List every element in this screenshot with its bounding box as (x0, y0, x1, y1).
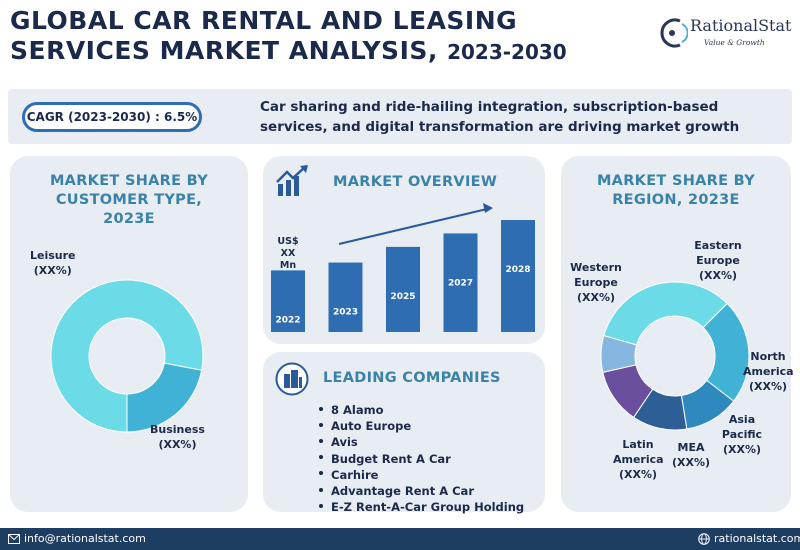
footer-website[interactable]: rationalstat.com (714, 532, 800, 545)
bullet-icon (319, 455, 323, 460)
bullet-icon (319, 503, 323, 508)
market-overview-bar-chart: 2022 2023 2025 2027 2028 (271, 203, 535, 332)
rationalstat-logo: RationalStat Value & Growth (658, 14, 794, 54)
trend-arrow-head (483, 203, 493, 213)
label-mea-value: (XX%) (671, 456, 711, 469)
title-line-2: SERVICES MARKET ANALYSIS, 2023-2030 (10, 36, 630, 67)
label-leisure: Leisure (XX%) (30, 248, 76, 278)
logo-name: RationalStat (690, 16, 792, 35)
label-north-america: North America (XX%) (743, 349, 794, 394)
bullet-icon (319, 438, 323, 443)
label-western-europe: Western Europe (XX%) (567, 260, 625, 305)
label-latin-america-name: Latin America (613, 438, 664, 466)
customer-type-title: MARKET SHARE BY CUSTOMER TYPE, 2023E (49, 173, 209, 227)
buildings-icon (275, 362, 309, 396)
donut-slice-leisure (50, 279, 204, 433)
title-line-1: GLOBAL CAR RENTAL AND LEASING (10, 6, 518, 35)
bar-2028 (501, 220, 535, 332)
bar-label-2022: 2022 (275, 315, 300, 325)
leading-companies-panel: LEADING COMPANIES 8 Alamo Auto Europe Av… (263, 352, 545, 515)
list-item: E-Z Rent-A-Car Group Holding (319, 499, 524, 515)
label-latin-america: Latin America (XX%) (613, 437, 664, 482)
trend-arrow-line (338, 208, 488, 245)
title-years: 2023-2030 (447, 40, 567, 64)
donut-slice-western-europe (603, 281, 728, 346)
label-business-name: Business (150, 423, 205, 436)
company-name: Auto Europe (331, 419, 412, 434)
region-title: MARKET SHARE BY REGION, 2023E (596, 173, 756, 208)
bar-2025 (386, 246, 420, 332)
page-title: GLOBAL CAR RENTAL AND LEASING SERVICES M… (10, 6, 630, 67)
company-name: Carhire (331, 467, 379, 482)
company-list: 8 Alamo Auto Europe Avis Budget Rent A C… (319, 402, 524, 515)
bar-label-2027: 2027 (448, 278, 473, 288)
label-north-america-value: (XX%) (748, 380, 788, 393)
bullet-icon (319, 422, 323, 427)
company-name: E-Z Rent-A-Car Group Holding (331, 500, 525, 515)
company-name: 8 Alamo (331, 403, 384, 417)
label-leisure-name: Leisure (30, 249, 76, 262)
list-item: Budget Rent A Car (319, 451, 524, 467)
label-north-america-name: North America (743, 350, 794, 378)
region-donut (600, 281, 750, 431)
label-business: Business (XX%) (150, 422, 205, 452)
bar-label-2028: 2028 (505, 265, 530, 275)
overview-unit-label: US$ XX Mn (277, 236, 299, 271)
region-panel: MARKET SHARE BY REGION, 2023E Western Eu… (561, 156, 794, 512)
label-mea: MEA (XX%) (669, 440, 713, 470)
donut-slice-business (126, 362, 203, 433)
bar-label-2025: 2025 (390, 292, 415, 302)
cagr-badge: CAGR (2023-2030) : 6.5% (22, 102, 202, 132)
label-western-europe-name: Western Europe (570, 261, 622, 289)
logo-tagline: Value & Growth (704, 38, 765, 47)
list-item: Carhire (319, 467, 524, 483)
growth-drivers-text: Car sharing and ride-hailing integration… (260, 99, 740, 135)
leading-companies-title: LEADING COMPANIES (323, 370, 501, 386)
list-item: 8 Alamo (319, 402, 524, 418)
footer-bar: info@rationalstat.com rationalstat.com (0, 528, 800, 550)
summary-banner: CAGR (2023-2030) : 6.5% Car sharing and … (8, 89, 792, 144)
bar-2022 (271, 270, 305, 332)
bar-2023 (328, 262, 363, 332)
label-asia-pacific-value: (XX%) (722, 443, 762, 456)
list-item: Avis (319, 434, 524, 450)
bullet-icon (319, 487, 323, 492)
globe-icon (698, 533, 710, 545)
label-business-value: (XX%) (158, 438, 197, 451)
customer-type-donut (50, 279, 204, 433)
donut-slice-latin-america (600, 334, 638, 373)
label-eastern-europe-value: (XX%) (698, 269, 738, 282)
label-western-europe-value: (XX%) (576, 291, 616, 304)
bar-2027 (443, 233, 478, 332)
label-asia-pacific-name: Asia Pacific (721, 413, 763, 441)
logo-mark-icon (660, 18, 688, 48)
footer-email[interactable]: info@rationalstat.com (24, 532, 146, 545)
list-item: Advantage Rent A Car (319, 483, 524, 499)
label-mea-name: MEA (677, 441, 705, 454)
company-name: Avis (331, 435, 358, 450)
title-line-2-text: SERVICES MARKET ANALYSIS, (10, 36, 438, 65)
company-name: Advantage Rent A Car (331, 484, 474, 499)
bullet-icon (319, 406, 323, 411)
bar-label-2023: 2023 (333, 308, 358, 318)
label-eastern-europe: Eastern Europe (XX%) (689, 238, 747, 283)
market-overview-title: MARKET OVERVIEW (333, 174, 498, 190)
list-item: Auto Europe (319, 418, 524, 434)
label-leisure-value: (XX%) (33, 264, 72, 277)
customer-type-panel: MARKET SHARE BY CUSTOMER TYPE, 2023E Lei… (10, 156, 248, 512)
email-icon (8, 534, 20, 544)
label-latin-america-value: (XX%) (618, 468, 658, 481)
label-asia-pacific: Asia Pacific (XX%) (719, 412, 765, 457)
market-overview-panel: MARKET OVERVIEW 2022 2023 2025 2027 2028 US$… (263, 156, 545, 344)
bullet-icon (319, 471, 323, 476)
label-eastern-europe-name: Eastern Europe (694, 239, 742, 267)
company-name: Budget Rent A Car (331, 451, 451, 466)
rising-chart-icon (276, 165, 308, 196)
